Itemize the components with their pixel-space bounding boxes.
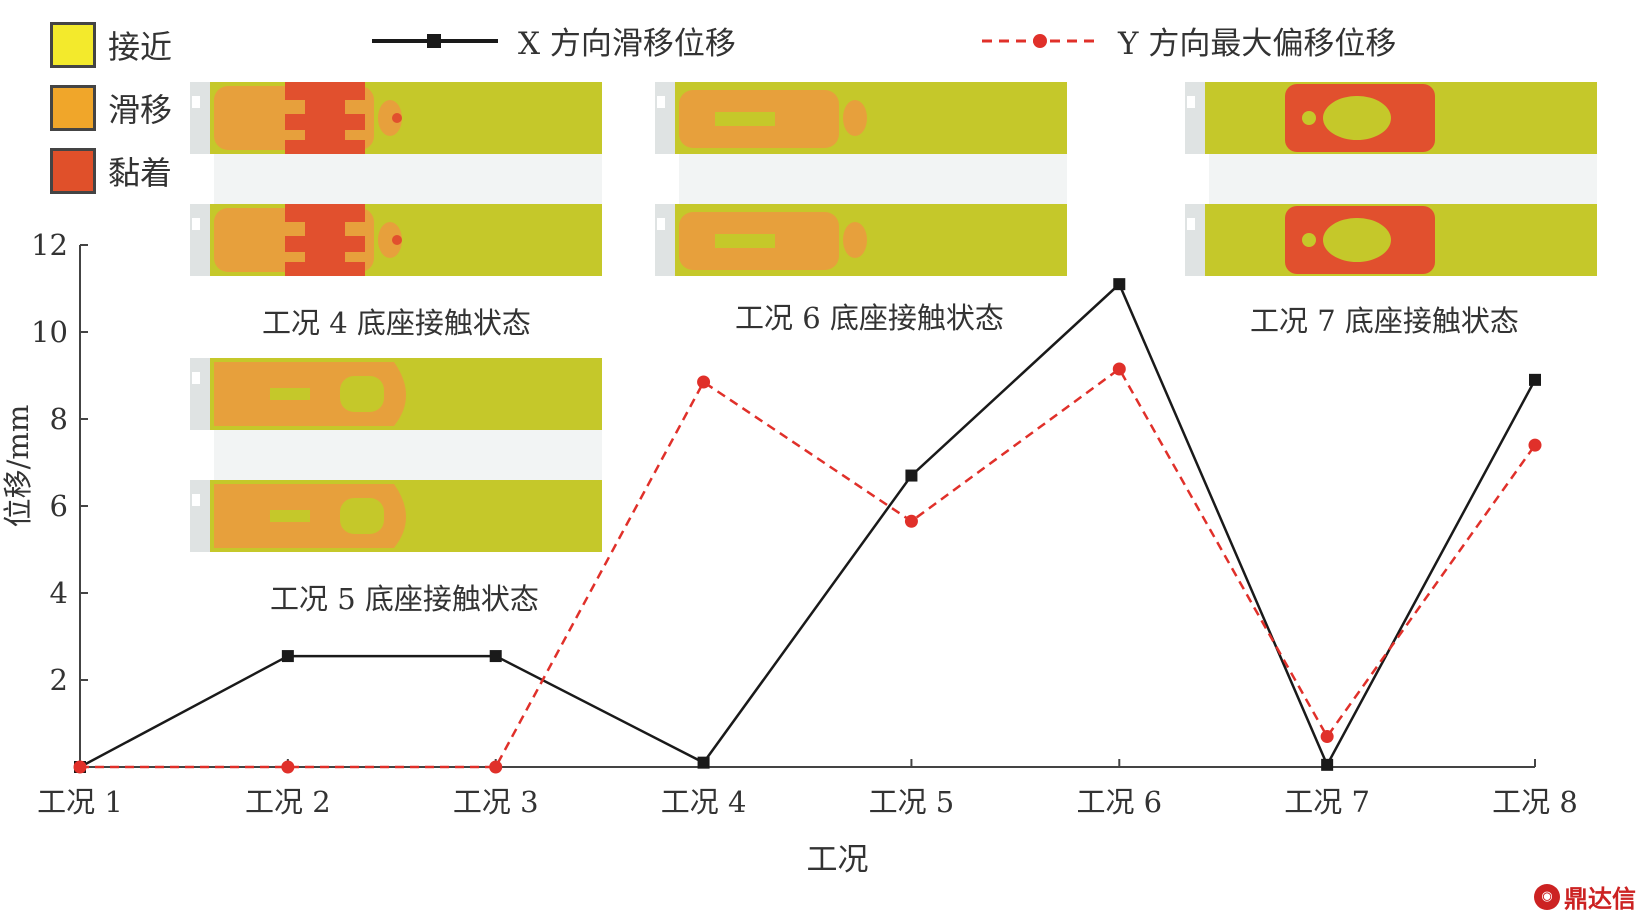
near-gap — [340, 376, 384, 412]
watermark-logo-icon: ◉ — [1534, 883, 1560, 910]
near-gap — [270, 388, 310, 400]
strip-separator — [214, 154, 602, 204]
strip-notch — [1187, 218, 1195, 230]
legend-swatch-stick — [50, 148, 96, 194]
slip-zone — [378, 222, 402, 258]
data-point-y — [489, 760, 503, 774]
legend-label-x: X 方向滑移位移 — [518, 26, 736, 62]
legend-item-stick: 黏着 — [50, 148, 172, 194]
strip-notch — [192, 96, 200, 108]
x-tick-label: 工况 6 — [1076, 785, 1162, 819]
legend-line-y — [982, 33, 1098, 48]
y-tick-label: 2 — [50, 663, 68, 697]
inset-caption-case7: 工况 7 底座接触状态 — [1250, 304, 1519, 338]
slip-zone — [843, 100, 867, 136]
y-tick-label: 6 — [50, 489, 68, 523]
strip-notch — [1187, 96, 1195, 108]
legend-series-x: X 方向滑移位移 — [370, 18, 736, 63]
data-point-y — [1112, 362, 1126, 376]
data-point-x — [697, 756, 710, 769]
strip-notch — [192, 218, 200, 230]
inset-caption-case5: 工况 5 底座接触状态 — [270, 582, 539, 616]
near-gap — [270, 510, 310, 522]
data-point-x — [1321, 758, 1334, 771]
strip-notch — [192, 372, 200, 384]
strip-separator — [214, 430, 602, 480]
data-point-y — [904, 514, 918, 528]
legend-label-stick: 黏着 — [108, 154, 173, 192]
slip-zone — [843, 222, 867, 258]
x-tick-label: 工况 2 — [245, 785, 331, 819]
x-tick-label: 工况 7 — [1284, 785, 1370, 819]
data-point-y — [1320, 730, 1334, 744]
slip-zone — [378, 100, 402, 136]
data-point-y — [281, 760, 295, 774]
watermark-text: 鼎达信 — [1564, 885, 1636, 913]
x-tick-label: 工况 8 — [1492, 785, 1578, 819]
x-axis-title: 工况 — [807, 842, 869, 878]
legend-item-slip: 滑移 — [50, 85, 172, 131]
legend-swatch-slip — [50, 85, 96, 131]
y-tick-label: 8 — [50, 402, 68, 436]
x-tick-label: 工况 5 — [869, 785, 955, 819]
y-tick-label: 10 — [31, 315, 68, 349]
data-point-y — [1528, 438, 1542, 452]
legend-label-y: Y 方向最大偏移位移 — [1118, 26, 1397, 62]
strip-notch — [657, 218, 665, 230]
x-tick-label: 工况 3 — [453, 785, 539, 819]
near-gap — [715, 234, 775, 248]
legend-swatch-near — [50, 22, 96, 68]
strip-notch — [657, 96, 665, 108]
y-axis-title: 位移/mm — [1, 405, 35, 528]
watermark: ◉ 鼎达信 — [1534, 879, 1636, 914]
stick-zone — [285, 204, 365, 276]
data-point-x — [905, 469, 918, 482]
data-point-x — [489, 650, 502, 663]
near-gap — [340, 498, 384, 534]
strip-separator — [679, 154, 1067, 204]
series-line-x — [79, 282, 1537, 769]
data-point-x — [1113, 278, 1126, 291]
legend-label-slip: 滑移 — [108, 91, 173, 129]
data-point-y — [697, 375, 711, 389]
x-tick-label: 工况 1 — [37, 785, 123, 819]
series-line-y — [80, 367, 1537, 769]
inset-caption-case6: 工况 6 底座接触状态 — [735, 301, 1004, 335]
near-gap — [1323, 96, 1391, 140]
data-point-x — [281, 650, 294, 663]
contact-map-case7 — [1185, 82, 1597, 276]
near-gap — [1302, 111, 1316, 125]
contact-map-case5 — [190, 358, 602, 552]
contact-map-case6 — [655, 82, 1067, 276]
near-gap — [715, 112, 775, 126]
stick-zone — [392, 113, 402, 123]
strip-separator — [1209, 154, 1597, 204]
data-point-x — [1529, 373, 1541, 386]
legend-line-x — [372, 33, 498, 48]
y-tick-label: 12 — [31, 228, 68, 262]
near-gap — [1323, 218, 1391, 262]
inset-caption-case4: 工况 4 底座接触状态 — [262, 306, 531, 340]
data-point-y — [73, 760, 87, 774]
stick-zone — [392, 235, 402, 245]
contact-map-case4 — [190, 82, 602, 276]
stick-zone — [285, 82, 365, 154]
strip-notch — [192, 494, 200, 506]
near-gap — [1302, 233, 1316, 247]
legend-series-y: Y 方向最大偏移位移 — [980, 18, 1396, 63]
legend-item-near: 接近 — [50, 22, 172, 68]
y-tick-label: 4 — [50, 576, 68, 610]
x-tick-label: 工况 4 — [661, 785, 747, 819]
legend-label-near: 接近 — [108, 28, 173, 66]
